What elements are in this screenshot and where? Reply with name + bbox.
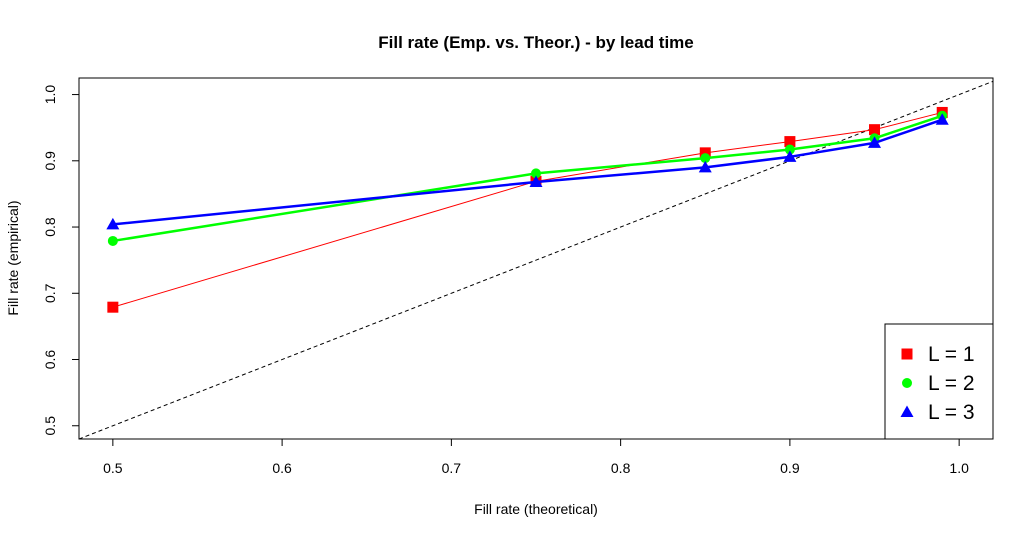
series-line [112,114,943,243]
data-point [698,160,712,173]
series-layer [106,106,949,313]
legend-item: L = 3 [900,401,975,424]
data-point [107,235,118,246]
legend-marker [900,405,914,417]
y-tick-label: 0.7 [42,283,58,303]
legend-item: L = 1 [901,343,975,366]
legend-label: L = 3 [928,401,975,424]
reference-diagonal-line [79,80,993,439]
data-point [783,150,797,162]
data-point [529,175,543,187]
data-point [106,217,120,230]
chart-title: Fill rate (Emp. vs. Theor.) - by lead ti… [378,33,694,52]
y-tick-label: 1.0 [42,85,58,105]
y-axis: 0.5 0.6 0.7 0.8 0.9 1.0 [42,85,80,436]
legend-label: L = 1 [928,343,975,366]
x-tick-label: 0.8 [611,460,631,476]
x-tick-label: 0.9 [780,460,800,476]
legend-marker [901,348,913,360]
x-tick-label: 0.5 [103,460,123,476]
data-point [699,147,711,159]
data-point [784,136,796,148]
x-axis: 0.5 0.6 0.7 0.8 0.9 1.0 [103,438,969,476]
legend: L = 1 L = 2 L = 3 [884,323,994,440]
series-2 [107,110,948,246]
x-tick-label: 0.7 [442,460,462,476]
x-tick-label: 0.6 [272,460,292,476]
y-tick-label: 0.5 [42,416,58,436]
data-point [784,144,795,155]
legend-item: L = 2 [902,372,975,395]
series-line [112,118,943,226]
y-tick-label: 0.9 [42,151,58,171]
y-tick-label: 0.6 [42,350,58,370]
series-line [112,111,943,308]
data-point [107,301,119,313]
y-axis-label: Fill rate (empirical) [5,200,21,315]
y-tick-label: 0.8 [42,217,58,237]
data-point [700,153,711,164]
legend-marker [902,378,912,388]
x-axis-label: Fill rate (theoretical) [474,501,598,517]
series-1 [107,106,948,313]
x-tick-label: 1.0 [949,460,969,476]
legend-label: L = 2 [928,372,975,395]
data-point [531,168,541,179]
series-3 [106,113,949,230]
data-point [935,113,949,125]
data-point [869,124,881,136]
data-point [868,136,882,148]
